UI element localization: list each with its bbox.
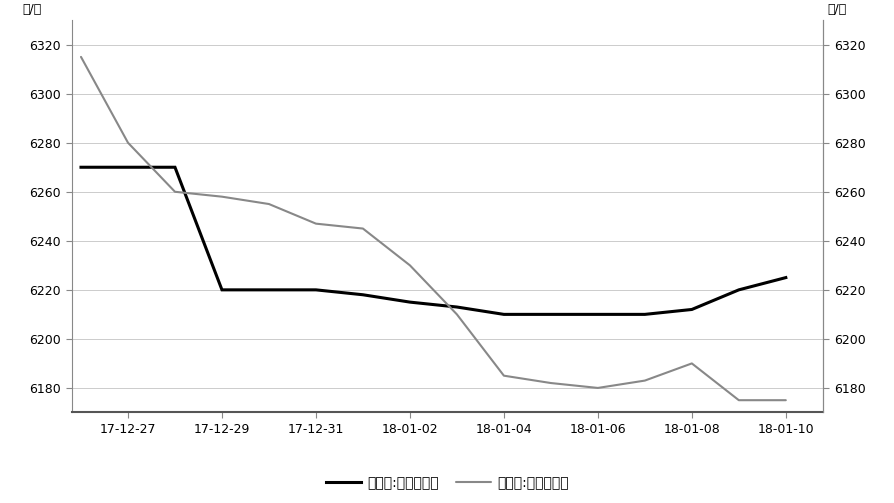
Legend: 现货价:白砂糖南宁, 现货价:白砂糖柳州: 现货价:白砂糖南宁, 现货价:白砂糖柳州: [320, 470, 574, 495]
现货价:白砂糖柳州: [264, 201, 274, 207]
现货价:白砂糖柳州: [404, 262, 415, 268]
现货价:白砂糖南宁: [638, 311, 649, 317]
Line: 现货价:白砂糖柳州: 现货价:白砂糖柳州: [80, 57, 785, 400]
现货价:白砂糖柳州: [75, 54, 86, 60]
现货价:白砂糖南宁: [545, 311, 556, 317]
现货价:白砂糖柳州: [216, 194, 227, 200]
现货价:白砂糖柳州: [122, 140, 133, 146]
现货价:白砂糖柳州: [310, 221, 321, 227]
Line: 现货价:白砂糖南宁: 现货价:白砂糖南宁: [80, 167, 785, 314]
现货价:白砂糖南宁: [216, 287, 227, 293]
Text: 元/吨: 元/吨: [826, 3, 846, 16]
现货价:白砂糖柳州: [545, 380, 556, 386]
现货价:白砂糖柳州: [498, 373, 509, 379]
现货价:白砂糖柳州: [686, 360, 696, 366]
现货价:白砂糖南宁: [732, 287, 743, 293]
现货价:白砂糖南宁: [404, 299, 415, 305]
现货价:白砂糖柳州: [357, 225, 368, 231]
现货价:白砂糖柳州: [169, 189, 180, 195]
现货价:白砂糖南宁: [122, 164, 133, 170]
现货价:白砂糖南宁: [75, 164, 86, 170]
现货价:白砂糖南宁: [451, 304, 462, 310]
现货价:白砂糖南宁: [169, 164, 180, 170]
现货价:白砂糖南宁: [686, 306, 696, 312]
现货价:白砂糖南宁: [310, 287, 321, 293]
现货价:白砂糖南宁: [264, 287, 274, 293]
现货价:白砂糖柳州: [638, 378, 649, 384]
现货价:白砂糖柳州: [780, 397, 790, 403]
现货价:白砂糖南宁: [592, 311, 603, 317]
现货价:白砂糖南宁: [498, 311, 509, 317]
现货价:白砂糖柳州: [451, 311, 462, 317]
现货价:白砂糖南宁: [780, 275, 790, 281]
Text: 元/吨: 元/吨: [22, 3, 42, 16]
现货价:白砂糖柳州: [732, 397, 743, 403]
现货价:白砂糖柳州: [592, 385, 603, 391]
现货价:白砂糖南宁: [357, 292, 368, 298]
